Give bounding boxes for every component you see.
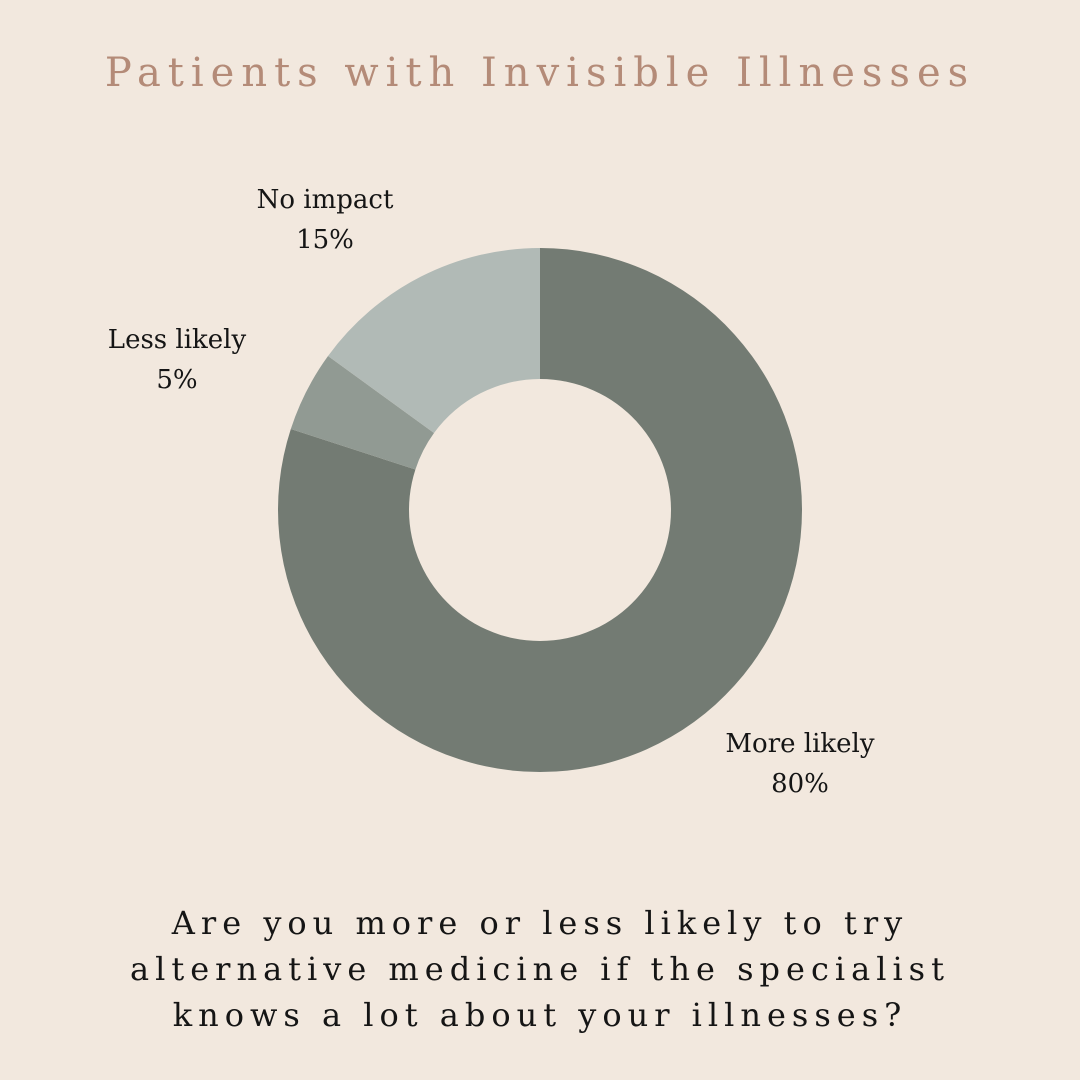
slice-less-likely — [290, 356, 435, 470]
question-line-2: alternative medicine if the specialist — [130, 950, 950, 988]
slice-labels: More likely 80% Less likely 5% No impact 15% — [108, 185, 875, 799]
survey-question: Are you more or less likely to try alter… — [0, 900, 1080, 1038]
question-line-3: knows a lot about your illnesses? — [172, 996, 908, 1034]
slice-value-more-likely: 80% — [771, 769, 829, 799]
slice-label-no-impact: No impact — [257, 185, 394, 215]
slice-more-likely — [278, 248, 802, 772]
donut-slices — [278, 248, 802, 772]
slice-label-less-likely: Less likely — [108, 325, 247, 355]
slice-value-no-impact: 15% — [296, 225, 354, 255]
question-line-1: Are you more or less likely to try — [171, 904, 909, 942]
slice-label-more-likely: More likely — [725, 729, 874, 759]
slice-no-impact — [328, 248, 540, 434]
slice-value-less-likely: 5% — [156, 365, 197, 395]
chart-title: Patients with Invisible Illnesses — [104, 50, 976, 96]
